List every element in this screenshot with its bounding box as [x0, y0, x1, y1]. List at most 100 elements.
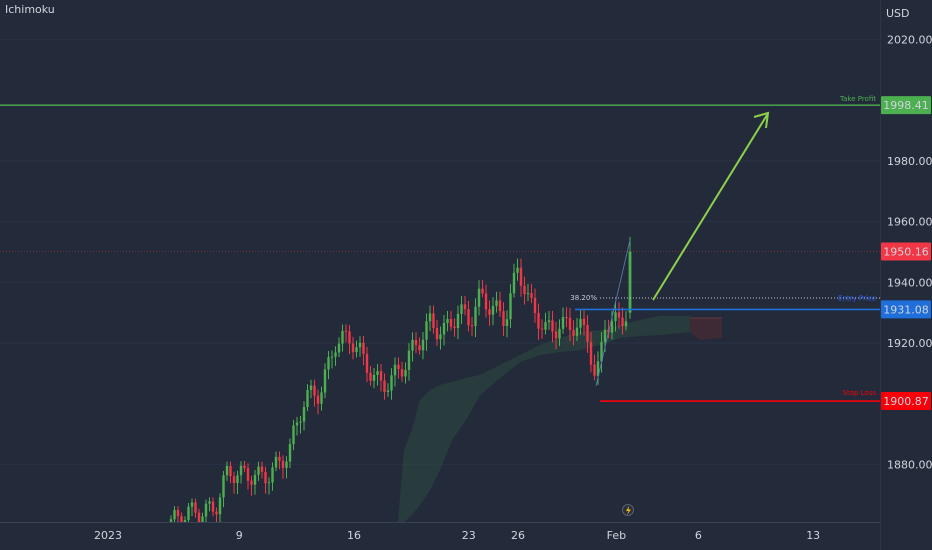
candle-body	[260, 466, 264, 472]
arrow-head-icon	[753, 111, 770, 129]
candle-body	[586, 324, 589, 342]
candle-body	[176, 509, 180, 517]
time-tick-label: 16	[347, 529, 361, 542]
candle-body	[253, 474, 257, 485]
candle-body	[379, 371, 383, 381]
candle-body	[365, 353, 369, 373]
candle-body	[344, 330, 348, 332]
stop-loss-text: Stop Loss	[843, 389, 877, 397]
candle-body	[190, 502, 194, 507]
take-profit-price-label: 1998.41	[883, 99, 929, 112]
entry-text: Entry Price	[838, 294, 876, 302]
candle-body	[316, 395, 320, 404]
candle-body	[327, 357, 330, 370]
candle-body	[285, 461, 288, 468]
candle-body	[610, 321, 614, 333]
candle-body	[320, 392, 323, 404]
candle-body	[617, 312, 621, 318]
candle-body	[558, 328, 561, 339]
candle-body	[187, 506, 190, 521]
candle-body	[313, 385, 316, 396]
lightning-glyph-icon	[626, 506, 631, 515]
price-tick-label: 2020.00	[887, 34, 932, 47]
candlesticks	[148, 236, 632, 550]
candle-body	[533, 297, 537, 314]
candle-body	[302, 407, 306, 422]
candle-body	[614, 312, 617, 322]
candle-body	[204, 503, 208, 517]
price-tick-label: 1980.00	[887, 155, 932, 168]
candle-body	[624, 321, 628, 327]
candle-body	[229, 465, 232, 477]
candle-body	[369, 372, 372, 381]
candle-body	[512, 272, 516, 294]
candle-body	[201, 516, 204, 523]
candle-body	[628, 251, 632, 313]
candle-body	[572, 329, 575, 336]
candle-body	[278, 456, 281, 461]
candle-body	[281, 460, 285, 468]
candle-body	[596, 361, 600, 376]
candle-body	[306, 390, 309, 408]
candle-body	[358, 342, 362, 348]
candle-body	[194, 502, 197, 513]
candle-body	[362, 342, 365, 354]
candle-body	[372, 374, 376, 381]
time-tick-label: 2023	[94, 529, 122, 542]
candle-body	[474, 306, 477, 326]
candle-body	[239, 465, 243, 476]
candle-body	[355, 347, 358, 353]
candle-body	[274, 456, 278, 468]
candle-body	[421, 339, 425, 351]
current-price-tag	[881, 242, 931, 261]
take-profit-text: Take Profit	[839, 95, 876, 103]
candle-body	[467, 309, 470, 326]
price-tick-label: 1960.00	[887, 216, 932, 229]
candle-body	[537, 313, 540, 329]
candle-body	[470, 325, 474, 327]
candle-body	[323, 369, 327, 393]
time-axis[interactable]: 2023 9 16 23 26 Feb 6 13	[0, 522, 880, 550]
price-axis[interactable]: USD 2020.00 1980.00 1960.00 1940.00 1920.00 18…	[880, 0, 932, 550]
candle-body	[547, 320, 551, 323]
candle-body	[418, 345, 421, 351]
candle-body	[575, 327, 579, 336]
candle-body	[225, 465, 229, 476]
candle-body	[299, 421, 302, 423]
entry-price-label: 1931.08	[883, 303, 929, 316]
candle-body	[390, 375, 393, 391]
candle-body	[516, 267, 519, 273]
candle-body	[621, 317, 624, 327]
price-levels: Take Profit Entry Price Stop Loss	[0, 95, 880, 402]
candle-body	[232, 476, 236, 484]
fib-trend-line	[595, 239, 631, 387]
candle-body	[488, 309, 491, 315]
candle-body	[414, 339, 418, 346]
time-tick-label: 23	[462, 529, 476, 542]
candle-body	[425, 321, 428, 340]
candle-body	[383, 380, 386, 393]
time-tick-label: 26	[511, 529, 525, 542]
candle-body	[348, 331, 351, 344]
cloud-bearish-area	[690, 318, 722, 340]
candle-body	[250, 480, 253, 485]
candle-body	[180, 516, 183, 525]
time-tick-label: 9	[236, 529, 243, 542]
candle-body	[411, 339, 414, 351]
candle-body	[292, 425, 295, 445]
candle-body	[341, 330, 344, 344]
candle-body	[309, 385, 313, 391]
candle-body	[404, 369, 407, 377]
price-axis-panel	[880, 0, 932, 550]
ichimoku-cloud	[398, 316, 722, 522]
candle-body	[554, 331, 558, 339]
candle-body	[243, 465, 246, 469]
candle-body	[236, 475, 239, 484]
candle-body	[351, 343, 355, 353]
candle-body	[495, 300, 498, 306]
candle-body	[337, 343, 341, 353]
candle-body	[222, 475, 225, 498]
candle-body	[509, 293, 512, 320]
